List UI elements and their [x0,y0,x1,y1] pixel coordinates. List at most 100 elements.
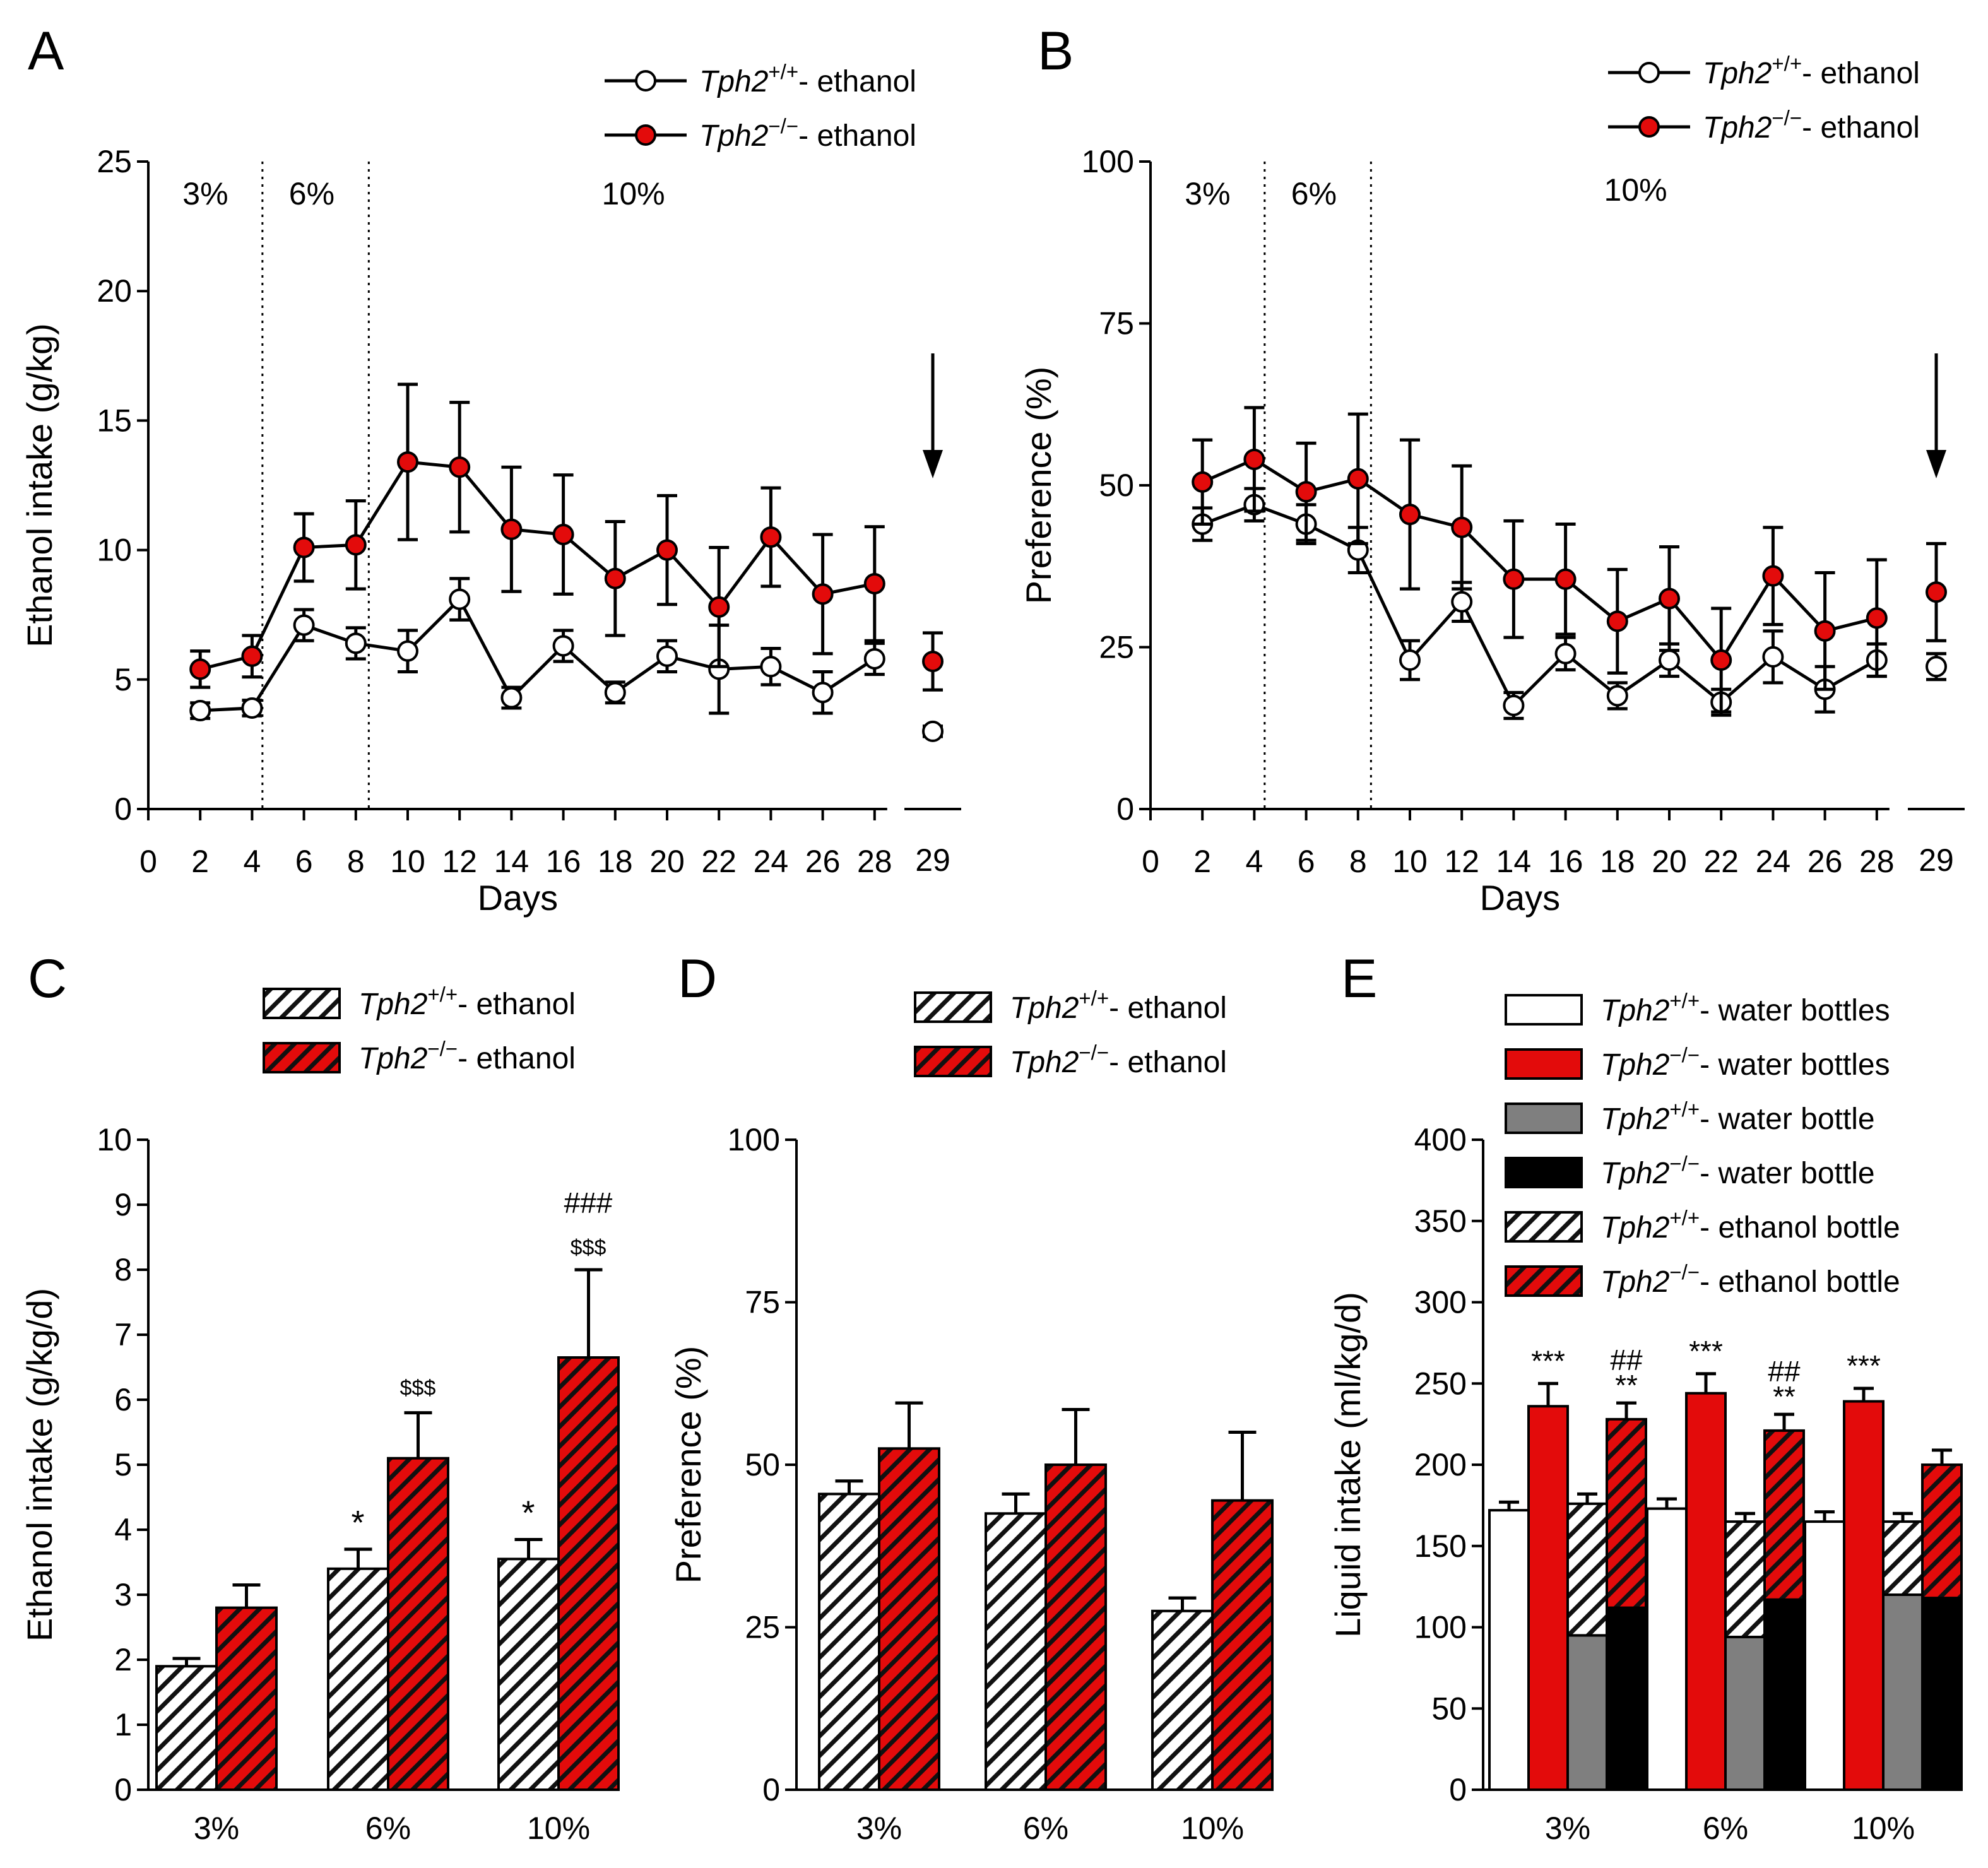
panel-a-series-wt-point [189,700,211,722]
panel-c-y-tick-label: 10 [97,1122,132,1157]
panel-d-y-tick-label: 50 [745,1447,780,1482]
panel-e-bar-ko-water-bottles [1527,1405,1569,1792]
panel-a-y-tick-label: 10 [97,533,132,568]
panel-e-legend-label: Tph2+/+- ethanol bottle [1600,1206,1900,1244]
panel-a-series-ko-point [189,658,211,680]
panel-a-x-tick-label: 28 [857,844,892,879]
panel-a-x-tick-label: 14 [494,844,530,879]
panel-e-annotation-hash: ## [1610,1344,1643,1376]
panel-d-legend-swatch [914,1046,992,1077]
panel-e-bar-wt-ethanol-bottle [1566,1502,1608,1637]
panel-b-series-ko-point [1606,610,1628,632]
panel-c-bar-ko [557,1356,620,1792]
panel-a-x-tick-label: 26 [805,844,841,879]
panel-e-y-tick-label: 250 [1414,1366,1467,1401]
panel-b-x-tick-label: 22 [1703,844,1739,879]
panel-a-x-tick-label: 10 [390,844,425,879]
panel-e-bar-wt-ethanol-bottle [1882,1520,1924,1596]
panel-b-series-ko-point [1192,471,1214,493]
panel-b-legend-marker [1638,62,1660,83]
panel-d-legend-label: Tph2+/+- ethanol [1010,986,1227,1025]
panel-b-series-wt-point [1451,591,1473,613]
panel-a-y-tick-label: 20 [97,273,132,309]
panel-a-y-axis-label: Ethanol intake (g/kg) [20,323,59,647]
panel-a-series-wt-point [345,632,367,654]
panel-d-x-tick-label: 6% [1023,1811,1068,1846]
panel-e-label: E [1341,949,1377,1009]
panel-b-x-tick-label: 10 [1392,844,1428,879]
panel-e-annotation-star: ** [1615,1369,1638,1402]
panel-a-conc-label-6: 6% [289,176,334,211]
panel-a-series-ko-point-29 [922,651,944,673]
panel-e-y-tick-label: 400 [1414,1122,1467,1157]
panel-c-y-axis-label: Ethanol intake (g/kg/d) [20,1288,59,1641]
panel-c-y-tick-label: 1 [114,1707,132,1742]
panel-a-series-ko-point [552,523,574,545]
panel-c-chart: 0 1 2 3 4 5 6 7 8 9 10 Ethanol intake (g/kg/d) 3% 6% 1… [20,949,620,1846]
panel-c-annotation-star: * [351,1504,364,1542]
panel-b-series-wt-point [1503,694,1525,716]
panel-e-bar-wt-water-bottles [1646,1507,1688,1791]
panel-e-y-axis-label: Liquid intake (ml/kg/d) [1328,1292,1368,1638]
panel-a-series-wt-point [552,635,574,657]
panel-a-legend-marker [635,70,656,92]
panel-e-bar-wt-water-bottle [1882,1593,1924,1791]
panel-c-x-tick-label: 6% [365,1811,411,1846]
panel-e-legend-label: Tph2−/−- water bottles [1600,1043,1890,1082]
panel-e-chart: 0 50 100 150 200 250 300 350 400 Liquid intake (m… [1328,949,1963,1846]
panel-d-legend-label: Tph2−/−- ethanol [1010,1041,1227,1079]
panel-a-x-tick-label: 22 [701,844,737,879]
panel-e-bar-ko-water-bottle [1606,1606,1647,1792]
panel-a-y-tick-label: 25 [97,144,132,179]
panel-b-x-tick-label: 12 [1444,844,1479,879]
panel-c-y-tick-label: 7 [114,1317,132,1352]
panel-e-legend-swatch [1505,1211,1583,1243]
panel-a-series-ko-point [345,534,367,556]
panel-c-label: C [28,949,67,1009]
panel-a-x-tick-label: 20 [649,844,685,879]
panel-e-legend-label: Tph2+/+- water bottle [1600,1097,1875,1136]
panel-b-series-wt-point-29 [1926,656,1947,678]
panel-a-series-wt-point [863,647,885,670]
panel-e-annotation-star: *** [1847,1349,1881,1382]
panel-a-x-tick-label: 2 [191,844,209,879]
panel-e-y-tick-label: 50 [1431,1691,1467,1726]
panel-a-x-tick-label: 0 [139,844,157,879]
panel-a-legend-label: Tph2+/+- ethanol [699,60,916,98]
panel-b-series-ko-point [1762,565,1784,587]
panel-a-x-tick-label: 6 [295,844,313,879]
panel-b-legend-label: Tph2−/−- ethanol [1703,106,1920,145]
panel-a-x-tick-label: 8 [347,844,365,879]
panel-c-bar-ko [387,1457,449,1791]
panel-b-series-ko-point [1814,620,1836,642]
panel-b-x-tick-label: 28 [1859,844,1895,879]
panel-a-label: A [28,21,64,81]
panel-e-annotation-star: *** [1689,1335,1723,1368]
panel-e-bar-wt-water-bottle [1566,1634,1608,1791]
panel-b-series-ko-point [1866,607,1888,629]
panel-e-bar-wt-water-bottles [1488,1509,1530,1792]
panel-d-x-tick-label: 3% [856,1811,902,1846]
panel-b-series-ko-point [1451,516,1473,538]
panel-d-y-tick-label: 0 [762,1772,780,1807]
panel-c-y-tick-label: 9 [114,1187,132,1222]
panel-c-bar-wt [497,1558,560,1792]
panel-b-conc-label-10: 10% [1604,172,1667,208]
panel-e-x-tick-label: 6% [1703,1811,1748,1846]
panel-c-legend-label: Tph2−/−- ethanol [358,1037,576,1075]
panel-d-bar-ko [1044,1463,1107,1791]
panel-a-series-ko-point [241,645,263,667]
panel-a-series-wt-point [241,697,263,719]
panel-e-y-tick-label: 100 [1414,1610,1467,1645]
panel-b-series-ko-point [1399,504,1421,526]
panel-b-series-wt-point [1554,642,1577,665]
panel-b-y-tick-label: 0 [1116,791,1134,827]
panel-d-bar-ko [1211,1499,1274,1791]
panel-b-legend-marker [1638,116,1660,138]
panel-e-y-tick-label: 350 [1414,1203,1467,1239]
panel-b-series-ko-point-29 [1926,581,1947,603]
panel-c-y-tick-label: 4 [114,1512,132,1547]
panel-a-arrow-head [923,450,943,478]
